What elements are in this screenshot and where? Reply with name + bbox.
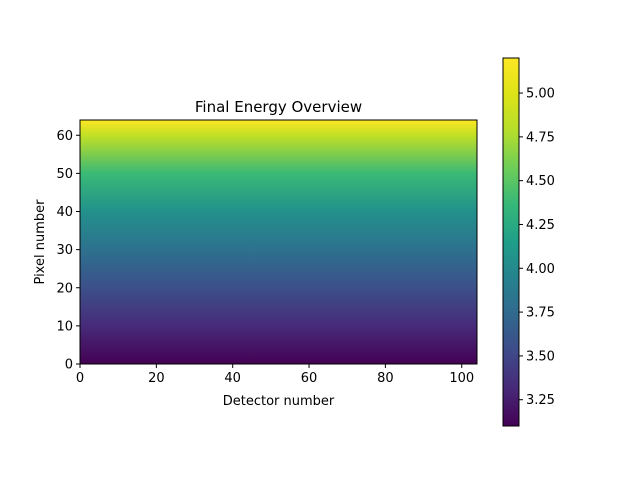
y-tick-label: 30: [56, 243, 73, 258]
x-tick-label: 40: [224, 371, 241, 386]
colorbar-frame: [502, 57, 520, 427]
y-axis-label: Pixel number: [33, 199, 48, 285]
y-tick-label: 40: [56, 205, 73, 220]
x-tick-label: 60: [301, 371, 318, 386]
y-tick-label: 0: [65, 358, 73, 373]
colorbar-tick-label: 4.75: [526, 130, 555, 145]
x-tick-label: 100: [449, 371, 474, 386]
colorbar-tick-label: 4.50: [526, 174, 555, 189]
colorbar-tick-label: 3.25: [526, 393, 555, 408]
colorbar-tick-label: 4.00: [526, 262, 555, 277]
y-tick-label: 50: [56, 167, 73, 182]
colorbar-gradient: [503, 58, 519, 426]
y-tick-label: 60: [56, 129, 73, 144]
heatmap-area: [79, 119, 478, 365]
colorbar: 3.25 3.50 3.75 4.00 4.25 4.50 4.75 5.00: [502, 57, 555, 427]
y-axis: 0 10 20 30 40 50 60: [56, 129, 80, 373]
colorbar-tick-label: 3.50: [526, 349, 555, 364]
y-tick-label: 10: [56, 319, 73, 334]
colorbar-tick-label: 3.75: [526, 306, 555, 321]
x-tick-label: 80: [377, 371, 394, 386]
heatmap-image: [80, 120, 477, 364]
plot-frame: [79, 119, 478, 365]
y-tick-label: 20: [56, 281, 73, 296]
x-tick-label: 0: [76, 371, 84, 386]
x-axis-label: Detector number: [223, 394, 335, 409]
x-tick-label: 20: [148, 371, 165, 386]
chart-title: Final Energy Overview: [195, 98, 362, 116]
x-axis: 0 20 40 60 80 100: [76, 364, 474, 386]
colorbar-ticks: 3.25 3.50 3.75 4.00 4.25 4.50 4.75 5.00: [519, 87, 555, 408]
colorbar-tick-label: 4.25: [526, 218, 555, 233]
chart-title-text: Final Energy Overview: [195, 98, 362, 116]
colorbar-tick-label: 5.00: [526, 87, 555, 102]
